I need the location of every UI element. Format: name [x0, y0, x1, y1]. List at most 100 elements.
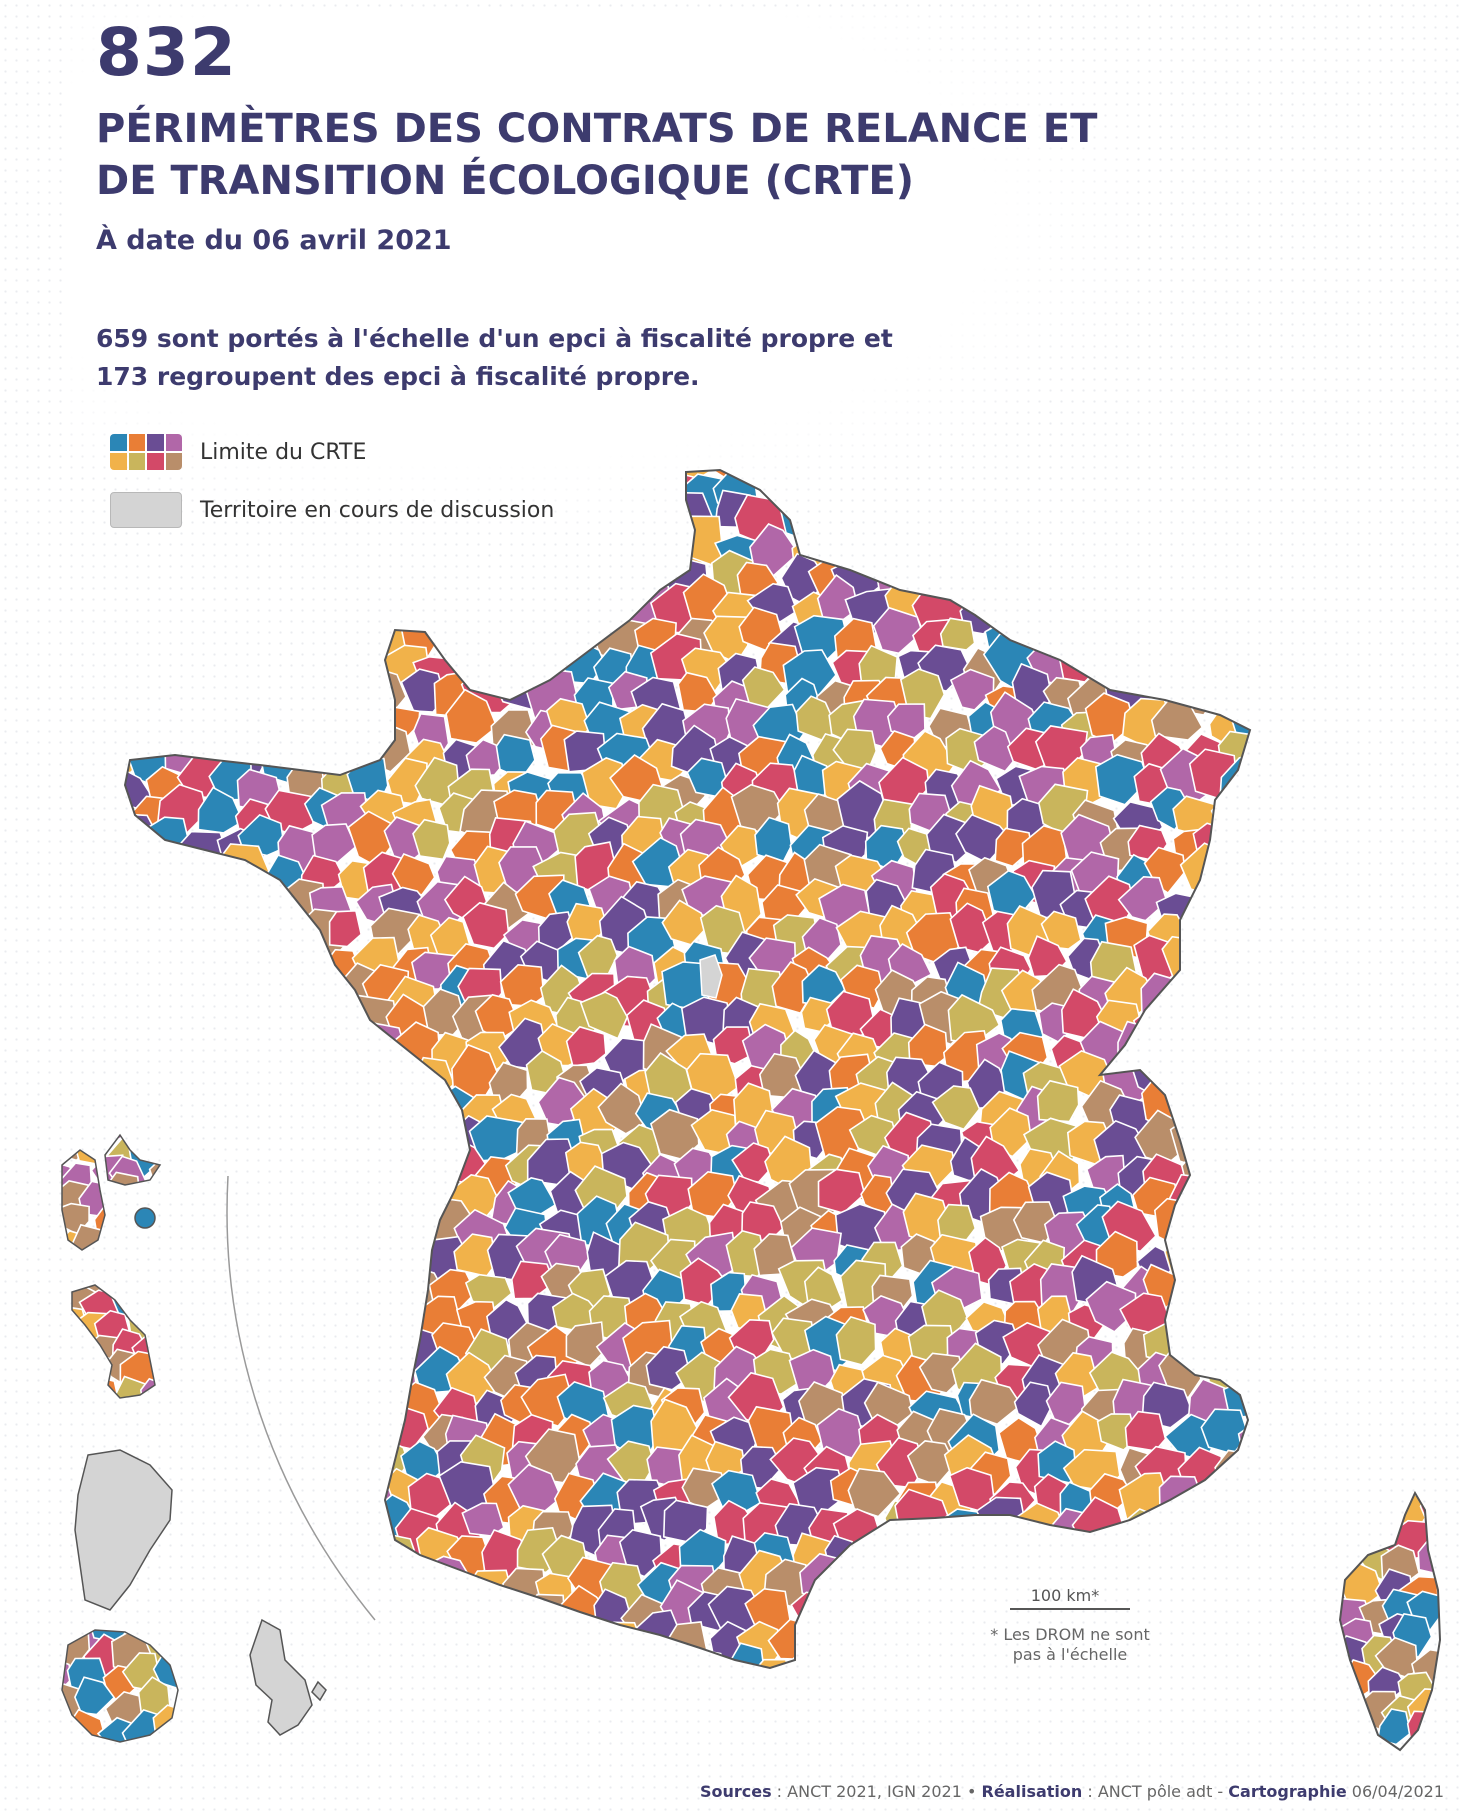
crte-perimeter [1228, 1117, 1250, 1162]
crte-perimeter [1201, 470, 1250, 506]
crte-perimeter [1092, 635, 1149, 693]
crte-perimeter [164, 931, 221, 982]
crte-perimeter [135, 550, 181, 593]
crte-perimeter [1235, 1064, 1250, 1107]
page-title: PÉRIMÈTRES DES CONTRATS DE RELANCE ET DE… [96, 103, 1196, 207]
scale-bar-label: 100 km* [1030, 1586, 1100, 1605]
crte-perimeter [313, 1121, 356, 1165]
crte-perimeter [352, 1230, 400, 1283]
crte-perimeter [268, 470, 307, 476]
crte-perimeter [892, 1647, 937, 1668]
swatch-cell [110, 453, 127, 470]
crte-perimeter [548, 579, 593, 633]
crte-perimeter [184, 577, 230, 623]
crte-perimeter [927, 1652, 974, 1668]
crte-perimeter [1102, 605, 1152, 664]
crte-perimeter [177, 698, 238, 743]
crte-perimeter [125, 1392, 127, 1436]
crte-perimeter [1183, 550, 1227, 602]
crte-perimeter [1406, 1710, 1440, 1750]
crte-perimeter [386, 1065, 433, 1112]
crte-perimeter [1218, 680, 1250, 723]
crte-perimeter [643, 470, 684, 482]
crte-perimeter [484, 531, 534, 571]
crte-perimeter [125, 937, 153, 982]
crte-perimeter [139, 1377, 155, 1398]
crte-perimeter [581, 470, 636, 522]
crte-perimeter [1190, 1502, 1230, 1550]
crte-perimeter [1220, 1327, 1250, 1379]
crte-perimeter [295, 674, 342, 720]
crte-perimeter [1199, 878, 1247, 922]
scale-note-line-2: pas à l'échelle [1012, 1645, 1128, 1664]
crte-perimeter [1083, 563, 1128, 609]
crte-perimeter [62, 1135, 66, 1155]
crte-perimeter [391, 853, 436, 896]
crte-perimeter [304, 1049, 364, 1103]
realisation-label: Réalisation [981, 1782, 1083, 1801]
crte-perimeter [246, 470, 290, 503]
crte-perimeter [277, 1401, 335, 1454]
crte-perimeter [99, 1285, 137, 1296]
crte-perimeter [968, 1378, 1023, 1426]
crte-perimeter [233, 899, 284, 946]
crte-perimeter [144, 940, 186, 985]
guadeloupe-outline [61, 1133, 162, 1251]
sources-footer: Sources : ANCT 2021, IGN 2021 • Réalisat… [700, 1782, 1444, 1801]
crte-perimeter [906, 546, 956, 595]
crte-perimeter [160, 1271, 207, 1317]
crte-perimeter [235, 1478, 284, 1523]
crte-perimeter [261, 958, 310, 1010]
crte-perimeter [848, 1641, 897, 1668]
crte-perimeter [1134, 1532, 1179, 1582]
crte-perimeter [140, 1115, 186, 1160]
crte-perimeter [401, 1629, 445, 1668]
crte-perimeter [1340, 1493, 1355, 1516]
crte-perimeter [565, 1025, 607, 1067]
crte-perimeter [1182, 496, 1229, 545]
crte-perimeter [1226, 822, 1250, 868]
crte-perimeter [206, 1570, 246, 1611]
crte-perimeter [125, 996, 161, 1040]
crte-perimeter [1224, 633, 1250, 687]
crte-perimeter [161, 664, 215, 721]
crte-perimeter [134, 1285, 155, 1326]
crte-perimeter [1340, 1666, 1356, 1706]
crte-perimeter [214, 1114, 264, 1163]
crte-perimeter [215, 532, 255, 579]
crte-perimeter [190, 679, 241, 731]
crte-perimeter [241, 999, 287, 1041]
crte-perimeter [176, 1172, 228, 1218]
crte-perimeter [1122, 579, 1174, 624]
crte-perimeter [93, 1207, 129, 1246]
crte-perimeter [958, 1524, 1010, 1576]
crte-perimeter [260, 560, 307, 606]
crte-perimeter [816, 1585, 861, 1632]
crte-perimeter [640, 489, 685, 535]
crte-perimeter [903, 1555, 960, 1606]
crte-perimeter [565, 499, 615, 544]
crte-perimeter [1193, 520, 1235, 560]
crte-perimeter [258, 1328, 304, 1368]
crte-perimeter [172, 1236, 227, 1285]
cartographie-label: Cartographie [1228, 1782, 1347, 1801]
crte-perimeter [349, 1166, 387, 1216]
crte-perimeter [491, 561, 553, 614]
crte-perimeter [125, 700, 155, 743]
crte-perimeter [426, 523, 468, 564]
crte-perimeter [157, 1561, 206, 1599]
crte-perimeter [83, 1375, 120, 1398]
crte-perimeter [597, 1082, 647, 1135]
crte-perimeter [1130, 470, 1180, 506]
crte-perimeter [199, 993, 255, 1043]
crte-perimeter [1147, 1553, 1200, 1604]
crte-perimeter [125, 1235, 156, 1286]
crte-perimeter [890, 1584, 949, 1646]
crte-perimeter [1170, 1290, 1212, 1330]
crte-perimeter [362, 1200, 412, 1254]
crte-perimeter [533, 555, 581, 608]
crte-perimeter [72, 1377, 102, 1398]
crte-perimeter [326, 470, 370, 477]
crte-perimeter [889, 470, 930, 509]
crte-perimeter [317, 1560, 374, 1608]
